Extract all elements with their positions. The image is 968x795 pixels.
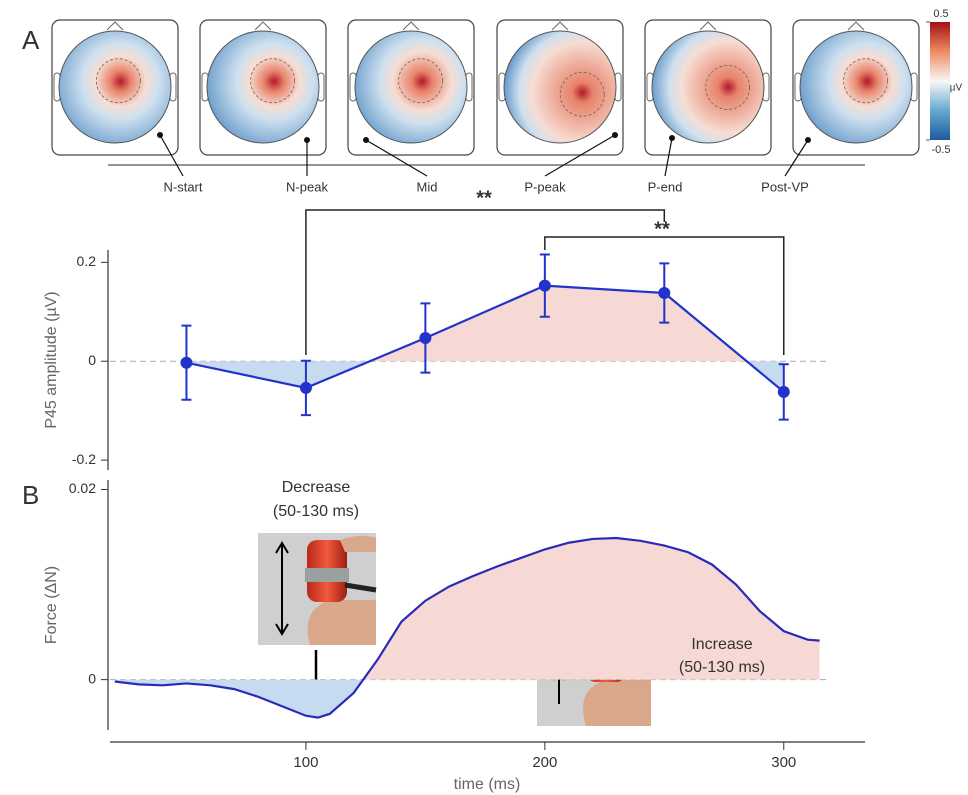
significance-label: ** [654,218,670,240]
panel-label: A [22,25,40,55]
scalp-map [355,31,467,143]
map-label: Mid [417,179,438,194]
map-label: N-start [164,179,203,194]
y-tick-label: 0.02 [69,480,96,496]
y-axis-label: P45 amplitude (µV) [43,291,60,428]
annotation: Decrease [282,479,351,496]
figure: A B 0.5 -0.5 µV N-start N-peak Mid P-peak P-… [0,0,968,795]
point [180,357,192,369]
annotation: (50-130 ms) [273,503,359,520]
map-label: N-peak [286,179,328,194]
colorbar-tick: -0.5 [932,144,951,156]
scalp-map [207,31,319,143]
map-label: P-end [648,179,683,194]
point [300,382,312,394]
annotation: (50-130 ms) [679,659,765,676]
scalp-map [800,31,912,143]
scalp-map [59,31,171,143]
y-axis-label: Force (ΔN) [43,566,60,644]
colorbar [930,22,950,140]
colorbar-tick: 0.5 [933,8,948,20]
annotation: Increase [691,636,752,653]
y-tick-label: 0 [88,670,96,686]
x-tick-label: 200 [532,754,557,771]
x-tick-label: 100 [293,754,318,771]
point [539,280,551,292]
map-label: P-peak [524,179,566,194]
x-tick-label: 300 [771,754,796,771]
y-tick-label: 0.2 [77,253,97,269]
map-label: Post-VP [761,179,809,194]
y-tick-label: 0 [88,352,96,368]
scalp-map [504,31,616,143]
x-axis-label: time (ms) [454,776,521,793]
point [658,287,670,299]
point [419,332,431,344]
colorbar-unit: µV [950,83,963,94]
scalp-map [652,31,764,143]
panel-label: B [22,480,39,510]
y-tick-label: -0.2 [72,451,96,467]
point [778,386,790,398]
significance-label: ** [476,187,492,209]
